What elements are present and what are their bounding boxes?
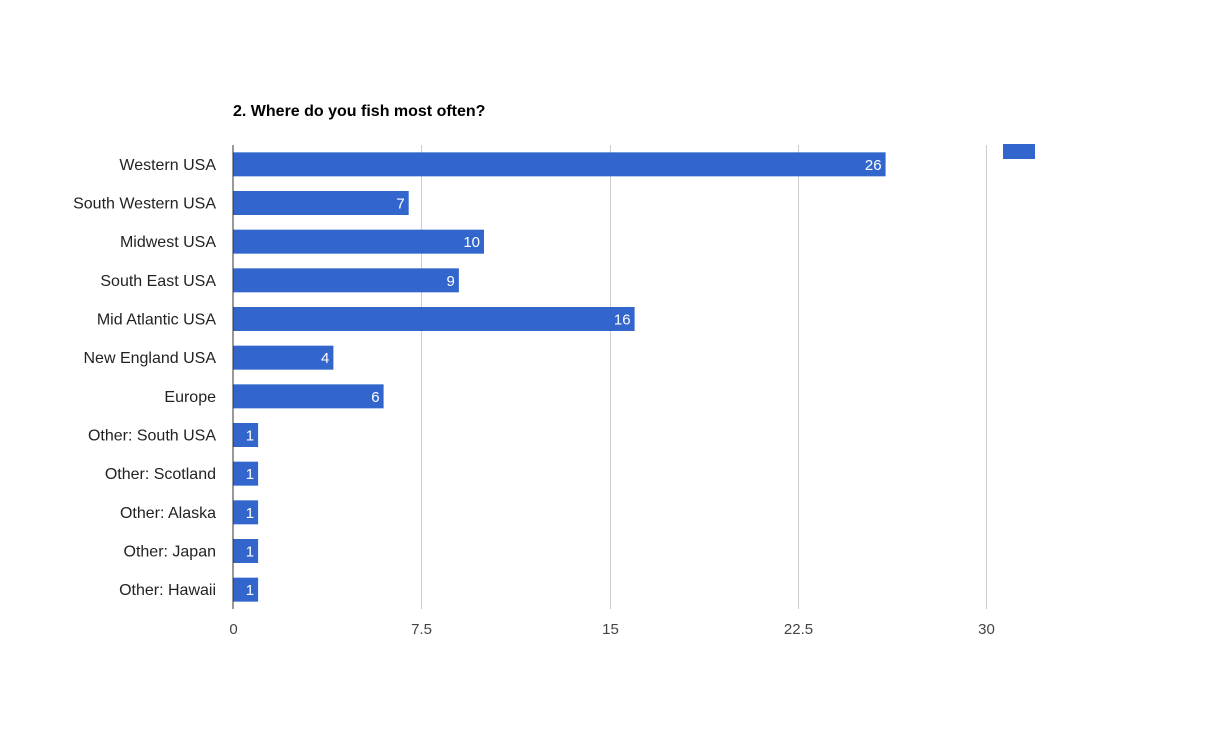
bar <box>233 423 259 447</box>
bar-value-label: 26 <box>865 157 882 174</box>
category-label: Midwest USA <box>120 234 216 251</box>
bar-value-label: 1 <box>246 582 254 599</box>
bar-value-label: 1 <box>246 466 254 483</box>
bar <box>233 384 384 409</box>
category-label: Europe <box>164 389 216 406</box>
bar <box>233 229 484 254</box>
category-label: Other: Alaska <box>120 505 216 522</box>
bar-value-label: 1 <box>246 428 254 445</box>
bar <box>233 152 886 177</box>
bar <box>233 268 459 293</box>
bar <box>233 577 259 602</box>
x-tick-label: 7.5 <box>411 621 432 638</box>
x-tick-label: 22.5 <box>784 621 813 638</box>
x-tick-label: 0 <box>229 621 237 638</box>
x-axis-ticks: 0 7.5 15 22.5 30 <box>229 621 995 638</box>
bar-value-label: 1 <box>246 505 254 522</box>
bar-value-label: 9 <box>447 273 455 290</box>
chart-title: 2. Where do you fish most often? <box>233 103 485 120</box>
category-label: Mid Atlantic USA <box>97 312 216 329</box>
legend-swatch <box>1003 144 1035 159</box>
category-label: South Western USA <box>73 196 216 213</box>
category-labels: Western USA South Western USA Midwest USA S… <box>73 157 216 599</box>
bar-value-label: 6 <box>371 389 379 406</box>
bar-value-label: 7 <box>396 196 404 213</box>
category-label: Western USA <box>119 157 216 174</box>
x-tick-label: 30 <box>978 621 995 638</box>
bars: 26 7 10 9 16 4 6 1 1 1 1 1 <box>233 152 886 602</box>
bar-value-label: 10 <box>463 234 480 251</box>
category-label: Other: South USA <box>88 428 216 445</box>
bar-value-label: 16 <box>614 312 631 329</box>
category-label: Other: Scotland <box>105 466 216 483</box>
bar <box>233 539 259 563</box>
category-label: South East USA <box>100 273 216 290</box>
category-label: Other: Japan <box>124 544 217 561</box>
bar <box>233 307 635 331</box>
bar <box>233 345 334 370</box>
bar-value-label: 4 <box>321 350 329 367</box>
gridlines <box>421 145 987 609</box>
bar <box>233 461 259 486</box>
category-label: Other: Hawaii <box>119 582 216 599</box>
x-tick-label: 15 <box>602 621 619 638</box>
bar-value-label: 1 <box>246 544 254 561</box>
bar <box>233 500 259 525</box>
bar <box>233 191 409 215</box>
category-label: New England USA <box>83 350 216 367</box>
